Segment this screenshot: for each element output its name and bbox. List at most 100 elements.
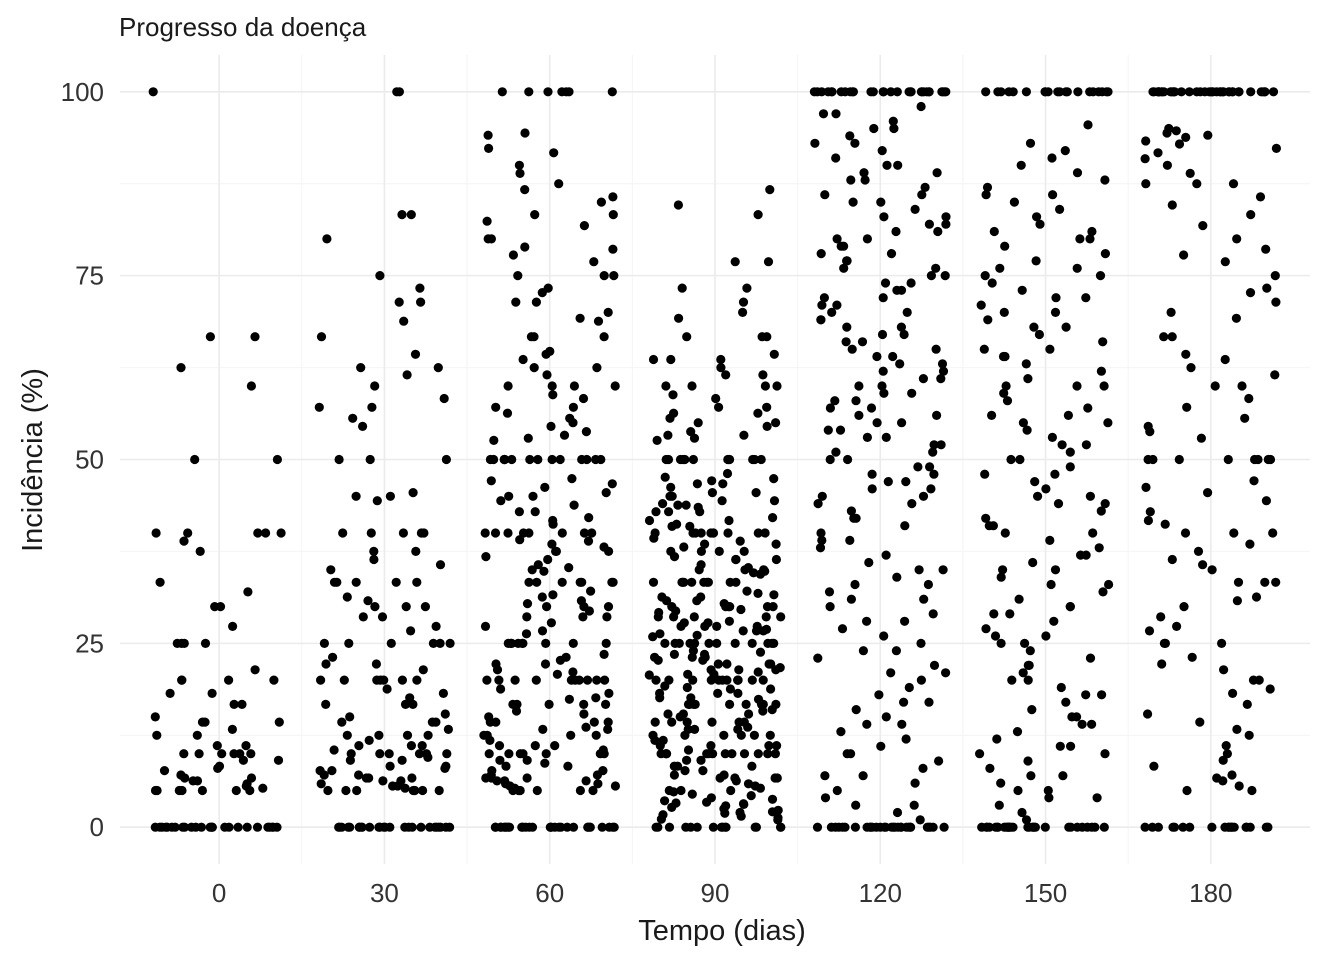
data-point bbox=[514, 160, 525, 170]
data-point bbox=[820, 793, 831, 803]
data-point bbox=[655, 741, 665, 751]
data-point bbox=[1098, 587, 1108, 597]
data-point bbox=[363, 596, 373, 606]
data-point bbox=[523, 433, 533, 443]
data-point bbox=[769, 638, 779, 649]
data-point bbox=[384, 749, 394, 759]
data-point bbox=[555, 655, 566, 665]
data-point bbox=[707, 717, 717, 727]
data-point bbox=[712, 638, 722, 649]
data-point bbox=[812, 822, 823, 832]
data-point bbox=[212, 741, 222, 751]
data-point bbox=[316, 332, 327, 342]
data-point bbox=[586, 586, 596, 596]
data-point bbox=[652, 435, 662, 445]
data-point bbox=[327, 766, 337, 776]
data-point bbox=[879, 388, 889, 398]
data-point bbox=[480, 621, 491, 632]
data-point bbox=[581, 427, 592, 437]
data-point bbox=[1029, 322, 1039, 332]
data-point bbox=[998, 565, 1008, 575]
data-point bbox=[520, 242, 530, 252]
data-point bbox=[860, 175, 870, 185]
data-point bbox=[554, 179, 564, 189]
data-point bbox=[579, 709, 589, 719]
data-point bbox=[513, 271, 523, 281]
data-point bbox=[847, 87, 858, 97]
data-point bbox=[1255, 192, 1266, 202]
data-point bbox=[738, 626, 748, 636]
data-point bbox=[981, 513, 991, 523]
data-point bbox=[1234, 781, 1244, 791]
data-point bbox=[1049, 616, 1059, 626]
data-point bbox=[483, 130, 493, 140]
data-point bbox=[529, 363, 539, 373]
data-point bbox=[591, 693, 601, 703]
data-point bbox=[1143, 515, 1153, 526]
data-point bbox=[568, 418, 578, 428]
data-point bbox=[1231, 313, 1241, 323]
data-point bbox=[865, 822, 875, 832]
data-point bbox=[1244, 730, 1254, 740]
data-point bbox=[674, 313, 684, 323]
data-point bbox=[521, 822, 531, 832]
data-point bbox=[339, 675, 349, 685]
data-point bbox=[666, 354, 676, 365]
data-point bbox=[1053, 87, 1063, 97]
data-point bbox=[1219, 665, 1229, 675]
data-point bbox=[854, 410, 864, 420]
data-point bbox=[876, 197, 886, 207]
data-point bbox=[896, 322, 907, 332]
data-point bbox=[1169, 822, 1180, 832]
data-point bbox=[1085, 491, 1095, 501]
data-point bbox=[664, 507, 674, 517]
data-point bbox=[599, 271, 609, 281]
data-point bbox=[195, 546, 205, 557]
data-point bbox=[354, 770, 364, 780]
data-point bbox=[706, 528, 716, 538]
data-point bbox=[899, 329, 909, 340]
data-point bbox=[747, 761, 757, 771]
data-point bbox=[820, 771, 830, 781]
data-point bbox=[1045, 535, 1055, 546]
data-point bbox=[562, 822, 572, 832]
data-point bbox=[1025, 646, 1035, 656]
data-point bbox=[328, 652, 338, 662]
data-point bbox=[842, 256, 852, 266]
data-point bbox=[724, 515, 734, 526]
data-point bbox=[1227, 87, 1238, 97]
data-point bbox=[540, 482, 550, 492]
data-point bbox=[831, 109, 841, 119]
data-point bbox=[690, 724, 700, 735]
data-point bbox=[1090, 822, 1100, 832]
data-point bbox=[1172, 621, 1182, 632]
data-point bbox=[1023, 756, 1033, 766]
data-point bbox=[481, 773, 491, 783]
data-point bbox=[582, 675, 593, 685]
data-point bbox=[511, 297, 521, 307]
data-point bbox=[644, 515, 655, 526]
data-point bbox=[515, 749, 525, 759]
data-point bbox=[370, 381, 380, 391]
data-point bbox=[423, 752, 433, 763]
data-point bbox=[385, 761, 395, 771]
data-point bbox=[1021, 359, 1031, 369]
data-point bbox=[859, 168, 869, 178]
data-point bbox=[231, 785, 241, 796]
data-point bbox=[1187, 652, 1197, 662]
data-point bbox=[1229, 528, 1239, 538]
data-point bbox=[238, 755, 248, 765]
data-point bbox=[846, 749, 856, 759]
data-point bbox=[441, 454, 451, 465]
data-point bbox=[830, 396, 840, 406]
data-point bbox=[832, 785, 842, 796]
data-point bbox=[1171, 126, 1181, 136]
data-point bbox=[675, 712, 685, 722]
data-point bbox=[541, 749, 551, 759]
data-point bbox=[1009, 197, 1020, 207]
data-point bbox=[1217, 638, 1227, 649]
data-point bbox=[233, 822, 243, 832]
data-point bbox=[897, 719, 907, 729]
data-point bbox=[771, 539, 781, 549]
data-point bbox=[836, 241, 846, 251]
